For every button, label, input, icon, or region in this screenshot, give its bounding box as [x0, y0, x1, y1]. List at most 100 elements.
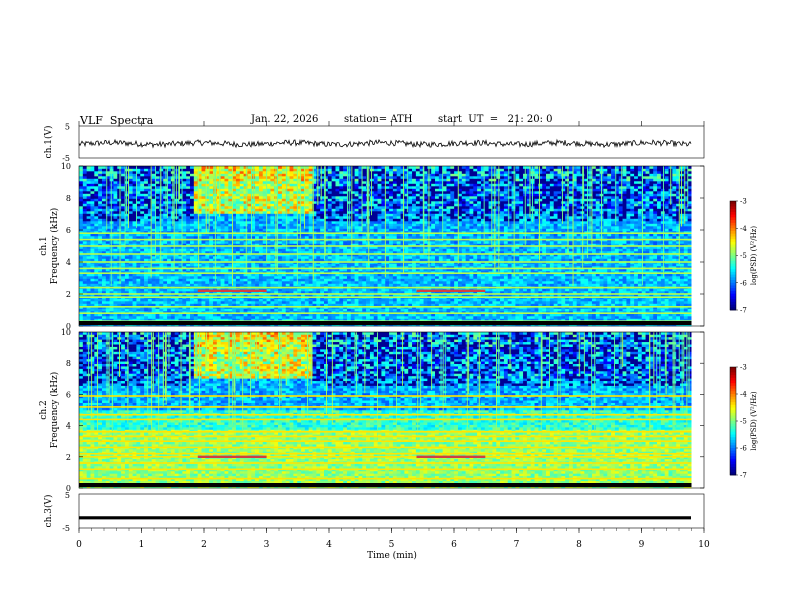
spectrogram-cell: [155, 171, 160, 174]
spectrogram-cell: [209, 166, 214, 169]
spectrogram-cell: [350, 206, 355, 209]
spectrogram-cell: [304, 291, 309, 294]
spectrogram-cell: [350, 288, 355, 292]
spectrogram-cell: [289, 176, 294, 179]
spectrogram-cell: [167, 223, 172, 227]
spectrogram-cell: [220, 233, 225, 237]
spectrogram-cell: [327, 173, 332, 177]
spectrogram-cell: [281, 276, 287, 279]
spectrogram-cell: [232, 198, 237, 202]
spectrogram-cell: [285, 248, 290, 252]
spectrogram-cell: [308, 298, 313, 302]
spectrogram-cell: [289, 203, 294, 207]
spectrogram-cell: [354, 198, 359, 202]
spectrogram-cell: [320, 236, 325, 239]
spectrogram-cell: [90, 196, 95, 199]
spectrogram-cell: [262, 181, 267, 184]
spectrogram-cell: [232, 178, 237, 182]
spectrogram-cell: [121, 236, 126, 239]
spectrogram-cell: [94, 171, 99, 174]
spectrogram-cell: [239, 176, 244, 179]
spectrogram-cell: [140, 316, 145, 319]
spectrogram-cell: [90, 211, 95, 214]
spectrogram-cell: [82, 268, 87, 272]
spectrogram-cell: [293, 316, 298, 319]
spectrogram-cell: [228, 308, 233, 312]
spectrogram-cell: [201, 251, 206, 254]
spectrogram-cell: [239, 308, 244, 312]
spectrogram-cell: [197, 196, 202, 199]
spectrogram-cell: [301, 308, 306, 312]
spectrogram-cell: [239, 303, 244, 307]
spectrogram-cell: [289, 198, 294, 202]
spectrogram-cell: [251, 243, 256, 247]
spectrogram-cell: [251, 248, 256, 252]
spectrogram-cell: [132, 248, 137, 252]
spectrogram-cell: [281, 216, 287, 219]
spectrogram-cell: [251, 301, 256, 304]
spectrogram-cell: [105, 188, 110, 192]
spectrogram-cell: [113, 211, 118, 214]
spectrogram-cell: [301, 168, 306, 172]
spectrogram-cell: [79, 233, 84, 237]
spectrogram-cell: [232, 298, 237, 302]
spectrogram-cell: [350, 211, 355, 214]
spectrogram-cell: [312, 218, 317, 222]
spectrogram-cell: [339, 183, 344, 187]
spectrogram-cell: [289, 283, 294, 287]
spectrogram-cell: [98, 228, 103, 232]
spectrogram-cell: [316, 186, 321, 189]
spectrogram-cell: [197, 183, 202, 187]
spectrogram-cell: [201, 176, 206, 179]
spectrogram-cell: [151, 193, 156, 197]
spectrogram-cell: [86, 223, 91, 227]
spectrogram-cell: [266, 218, 271, 222]
spectrogram-cell: [297, 221, 302, 224]
spectrogram-cell: [201, 266, 206, 269]
spectrogram-cell: [243, 276, 248, 279]
spectrogram-cell: [362, 173, 367, 177]
spectrogram-cell: [327, 193, 332, 197]
spectrogram-cell: [98, 288, 103, 292]
spectrogram-cell: [144, 213, 149, 217]
spectrogram-cell: [343, 201, 348, 204]
spectrogram-cell: [239, 251, 244, 254]
spectrogram-cell: [312, 278, 317, 282]
spectrogram-cell: [147, 313, 153, 317]
spectrogram-cell: [186, 241, 191, 244]
spectrogram-cell: [105, 193, 110, 197]
spectrogram-cell: [224, 206, 229, 209]
spectrogram-cell: [90, 316, 95, 319]
spectrogram-cell: [320, 268, 325, 272]
spectrogram-cell: [255, 228, 260, 232]
spectrogram-cell: [358, 196, 363, 199]
spectrogram-cell: [301, 208, 306, 212]
spectrogram-cell: [205, 278, 210, 282]
spectrogram-cell: [147, 216, 153, 219]
spectrogram-cell: [128, 171, 133, 174]
spectrogram-cell: [369, 168, 375, 172]
spectrogram-cell: [205, 246, 210, 249]
spectrogram-cell: [151, 226, 156, 229]
spectrogram-cell: [301, 243, 306, 247]
spectrogram-cell: [105, 258, 110, 262]
spectrogram-cell: [163, 248, 168, 252]
spectrogram-cell: [113, 313, 118, 317]
spectrogram-cell: [82, 241, 87, 244]
spectrogram-cell: [90, 166, 95, 169]
spectrogram-cell: [144, 208, 149, 212]
spectrogram-cell: [216, 218, 221, 222]
spectrogram-cell: [232, 273, 237, 277]
spectrogram-cell: [197, 233, 202, 237]
spectrogram-cell: [281, 268, 287, 272]
spectrogram-cell: [335, 281, 340, 284]
spectrogram-cell: [297, 176, 302, 179]
spectrogram-cell: [144, 251, 149, 254]
spectrogram-cell: [144, 206, 149, 209]
spectrogram-cell: [362, 266, 367, 269]
spectrogram-cell: [140, 236, 145, 239]
spectrogram-cell: [79, 206, 84, 209]
spectrogram-cell: [362, 281, 367, 284]
spectrogram-cell: [205, 236, 210, 239]
spectrogram-cell: [243, 208, 248, 212]
